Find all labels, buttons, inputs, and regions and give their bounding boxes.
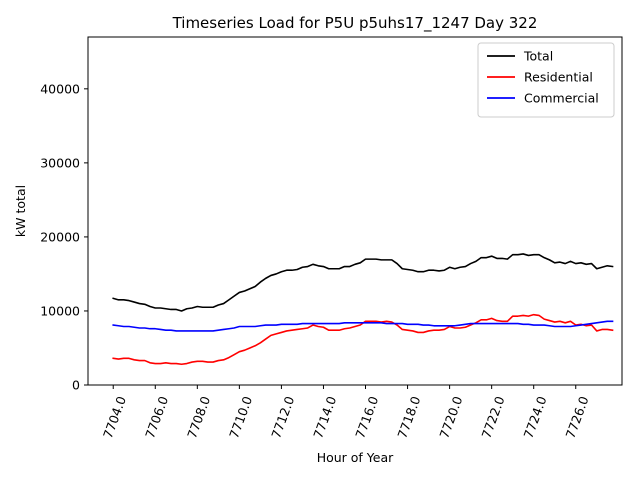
y-tick-label: 40000 xyxy=(40,81,80,96)
y-axis-label: kW total xyxy=(13,185,28,237)
series-line-commercial xyxy=(112,320,614,332)
plot-area xyxy=(87,36,623,386)
legend-label-residential: Residential xyxy=(524,70,593,85)
chart-title: Timeseries Load for P5U p5uhs17_1247 Day… xyxy=(172,14,538,33)
legend-label-total: Total xyxy=(523,49,553,64)
y-tick-label: 10000 xyxy=(40,303,80,318)
legend: Total Residential Commercial xyxy=(477,42,615,118)
legend-label-commercial: Commercial xyxy=(524,91,599,106)
y-tick-label: 0 xyxy=(72,378,80,393)
y-tick-label: 30000 xyxy=(40,155,80,170)
y-axis-ticks: 0 10000 20000 30000 40000 xyxy=(40,81,88,393)
x-axis-label: Hour of Year xyxy=(317,450,394,465)
axes-frame xyxy=(87,36,623,386)
series-line-total xyxy=(112,253,614,312)
y-tick-label: 20000 xyxy=(40,229,80,244)
